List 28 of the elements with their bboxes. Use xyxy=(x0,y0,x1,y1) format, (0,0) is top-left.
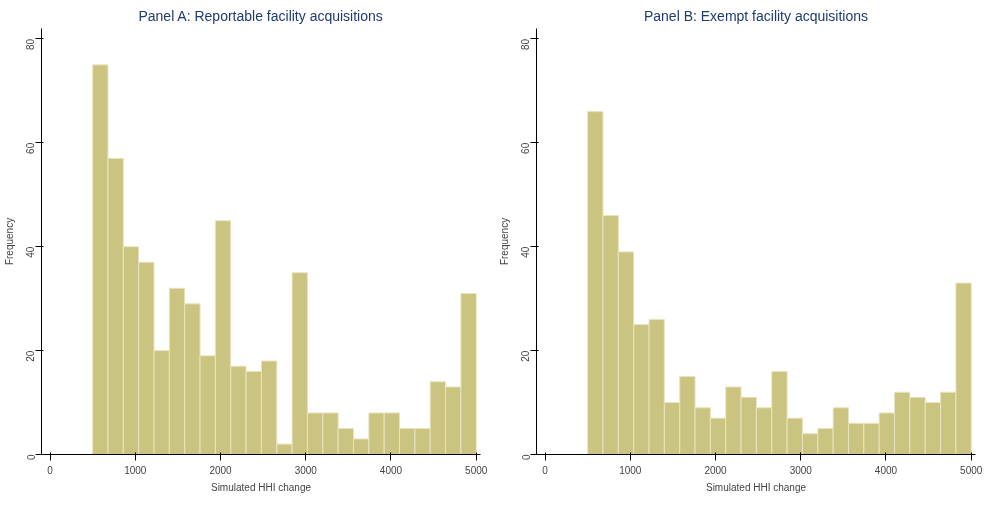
x-tick-label: 3000 xyxy=(789,464,813,476)
x-tick-label: 0 xyxy=(542,464,549,476)
y-tick-label: 0 xyxy=(520,454,532,461)
x-axis-title: Simulated HHI change xyxy=(210,481,312,493)
x-tick-label: 4000 xyxy=(874,464,898,476)
y-tick-label: 40 xyxy=(520,246,532,258)
x-tick-label: 0 xyxy=(47,464,54,476)
x-tick-label: 5000 xyxy=(465,464,488,476)
y-axis-title: Frequency xyxy=(3,217,15,266)
x-axis-title: Simulated HHI change xyxy=(705,481,807,493)
y-tick-label: 20 xyxy=(25,350,37,362)
y-tick-label: 80 xyxy=(520,38,532,51)
x-tick-label: 2000 xyxy=(704,464,728,476)
y-tick-label: 80 xyxy=(25,38,37,51)
y-tick-label: 0 xyxy=(25,454,37,461)
x-tick-label: 2000 xyxy=(209,464,233,476)
x-tick-label: 1000 xyxy=(619,464,642,476)
chart-title: Panel B: Exempt facility acquisitions xyxy=(643,7,869,24)
chart-title: Panel A: Reportable facility acquisitions xyxy=(138,7,383,24)
y-tick-label: 60 xyxy=(25,142,37,154)
y-axis-title: Frequency xyxy=(498,217,510,266)
x-tick-label: 5000 xyxy=(960,464,983,476)
y-tick-label: 20 xyxy=(520,350,532,362)
y-tick-label: 40 xyxy=(25,246,37,258)
y-tick-label: 60 xyxy=(520,142,532,154)
x-tick-label: 3000 xyxy=(294,464,318,476)
x-tick-label: 4000 xyxy=(379,464,403,476)
x-tick-label: 1000 xyxy=(124,464,147,476)
